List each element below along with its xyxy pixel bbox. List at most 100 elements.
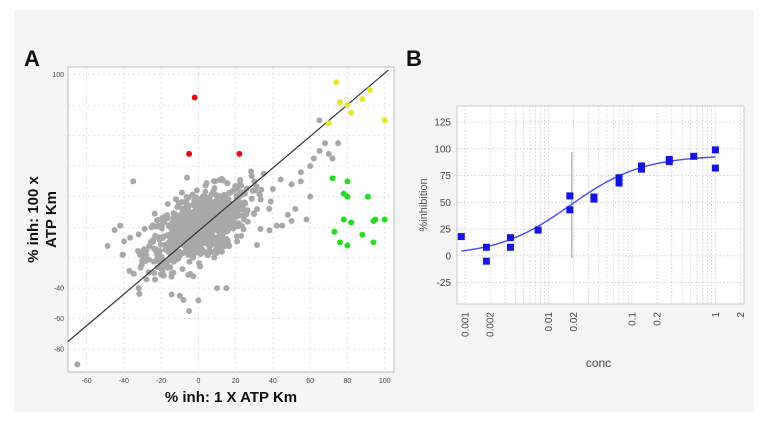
y-axis-label-a: % inh: 100 xATP Km <box>25 175 60 262</box>
gray-point <box>157 241 164 248</box>
gray-point <box>204 252 211 259</box>
gray-point <box>335 140 342 147</box>
gray-point <box>242 200 249 207</box>
gray-point <box>188 251 195 258</box>
gray-point <box>206 223 213 230</box>
gray-point <box>284 211 291 218</box>
x-tick-label-a: 60 <box>306 378 314 385</box>
gray-point <box>203 180 210 187</box>
figure-frame: A -60 -40 -20 0 20 40 60 80 100 100 -40 -60 -80% inh… <box>14 10 754 412</box>
gray-point <box>307 163 314 170</box>
x-tick-label-a: 80 <box>344 378 352 385</box>
y-tick-label-b: 125 <box>434 118 451 129</box>
red-point <box>186 150 193 157</box>
data-point <box>534 226 542 234</box>
gray-point <box>154 223 161 230</box>
gray-point <box>180 296 187 303</box>
green-point <box>344 242 351 249</box>
gray-point <box>234 238 241 245</box>
gray-point <box>158 265 165 272</box>
x-tick-label-b: 0.1 <box>627 312 638 326</box>
data-point <box>590 195 598 203</box>
gray-point <box>225 190 232 197</box>
gray-point <box>266 227 273 234</box>
gray-point <box>243 211 250 218</box>
gray-point <box>257 196 264 203</box>
gray-point <box>251 211 258 218</box>
data-point <box>482 257 490 265</box>
gray-point <box>198 246 205 253</box>
gray-point <box>222 194 229 201</box>
gray-point <box>135 231 142 238</box>
gray-point <box>222 228 229 235</box>
gray-point <box>168 291 175 298</box>
gray-point <box>165 223 172 230</box>
gray-point <box>186 308 193 314</box>
gray-point <box>211 254 218 261</box>
x-tick-label-a: 20 <box>232 378 240 385</box>
green-point <box>372 216 379 223</box>
y-tick-label-b: -25 <box>437 278 452 289</box>
gray-point <box>134 247 141 254</box>
yellow-point <box>359 96 366 103</box>
gray-point <box>140 252 147 259</box>
gray-point <box>178 189 185 196</box>
green-point <box>336 239 343 246</box>
gray-point <box>174 223 181 230</box>
gray-point <box>257 191 264 198</box>
gray-point <box>181 243 188 250</box>
gray-point <box>141 246 148 253</box>
gray-point <box>104 242 111 249</box>
gray-point <box>153 246 160 253</box>
gray-point <box>243 185 250 192</box>
gray-point <box>214 239 221 246</box>
plot-area-b <box>456 105 745 305</box>
yellow-point <box>348 109 355 116</box>
gray-point <box>236 198 243 205</box>
green-point <box>359 231 366 238</box>
gray-point <box>172 196 179 203</box>
y-tick-label-b: 75 <box>440 171 452 182</box>
gray-point <box>167 250 174 257</box>
gray-point <box>74 361 81 368</box>
x-tick-label-a: 0 <box>196 378 200 385</box>
y-tick-label-a: -80 <box>54 347 64 354</box>
yellow-point <box>336 99 343 106</box>
red-point <box>236 150 243 157</box>
gray-point <box>257 225 264 232</box>
yellow-point <box>381 117 388 124</box>
gray-point <box>178 232 185 239</box>
gray-point <box>192 194 199 201</box>
gray-point <box>197 201 204 208</box>
x-tick-label-a: -20 <box>156 378 166 385</box>
data-point <box>506 243 514 251</box>
y-tick-label-b: 25 <box>440 225 452 236</box>
data-point <box>711 146 719 154</box>
green-point <box>340 216 347 223</box>
gray-point <box>225 221 232 228</box>
gray-point <box>223 285 230 292</box>
gray-point <box>229 216 236 223</box>
data-point <box>615 174 623 182</box>
gray-point <box>316 147 323 154</box>
gray-point <box>154 217 161 224</box>
gray-point <box>316 117 323 124</box>
green-point <box>348 219 355 226</box>
gray-point <box>172 240 179 247</box>
x-tick-label-b: 0.02 <box>569 312 580 332</box>
gray-point <box>117 222 124 229</box>
gray-point <box>292 205 299 212</box>
x-tick-label-b: 0.002 <box>486 312 497 337</box>
gray-point <box>200 237 207 244</box>
gray-point <box>329 155 336 162</box>
gray-point <box>248 173 255 180</box>
y-axis-label-line-a: ATP Km <box>43 191 60 248</box>
y-tick-label-a: -40 <box>54 286 64 293</box>
gray-point <box>248 195 255 202</box>
gray-point <box>130 178 137 185</box>
yellow-point <box>366 86 373 93</box>
green-point <box>381 216 388 223</box>
gray-point <box>267 198 274 205</box>
yellow-point <box>333 79 340 86</box>
gray-point <box>136 290 143 297</box>
